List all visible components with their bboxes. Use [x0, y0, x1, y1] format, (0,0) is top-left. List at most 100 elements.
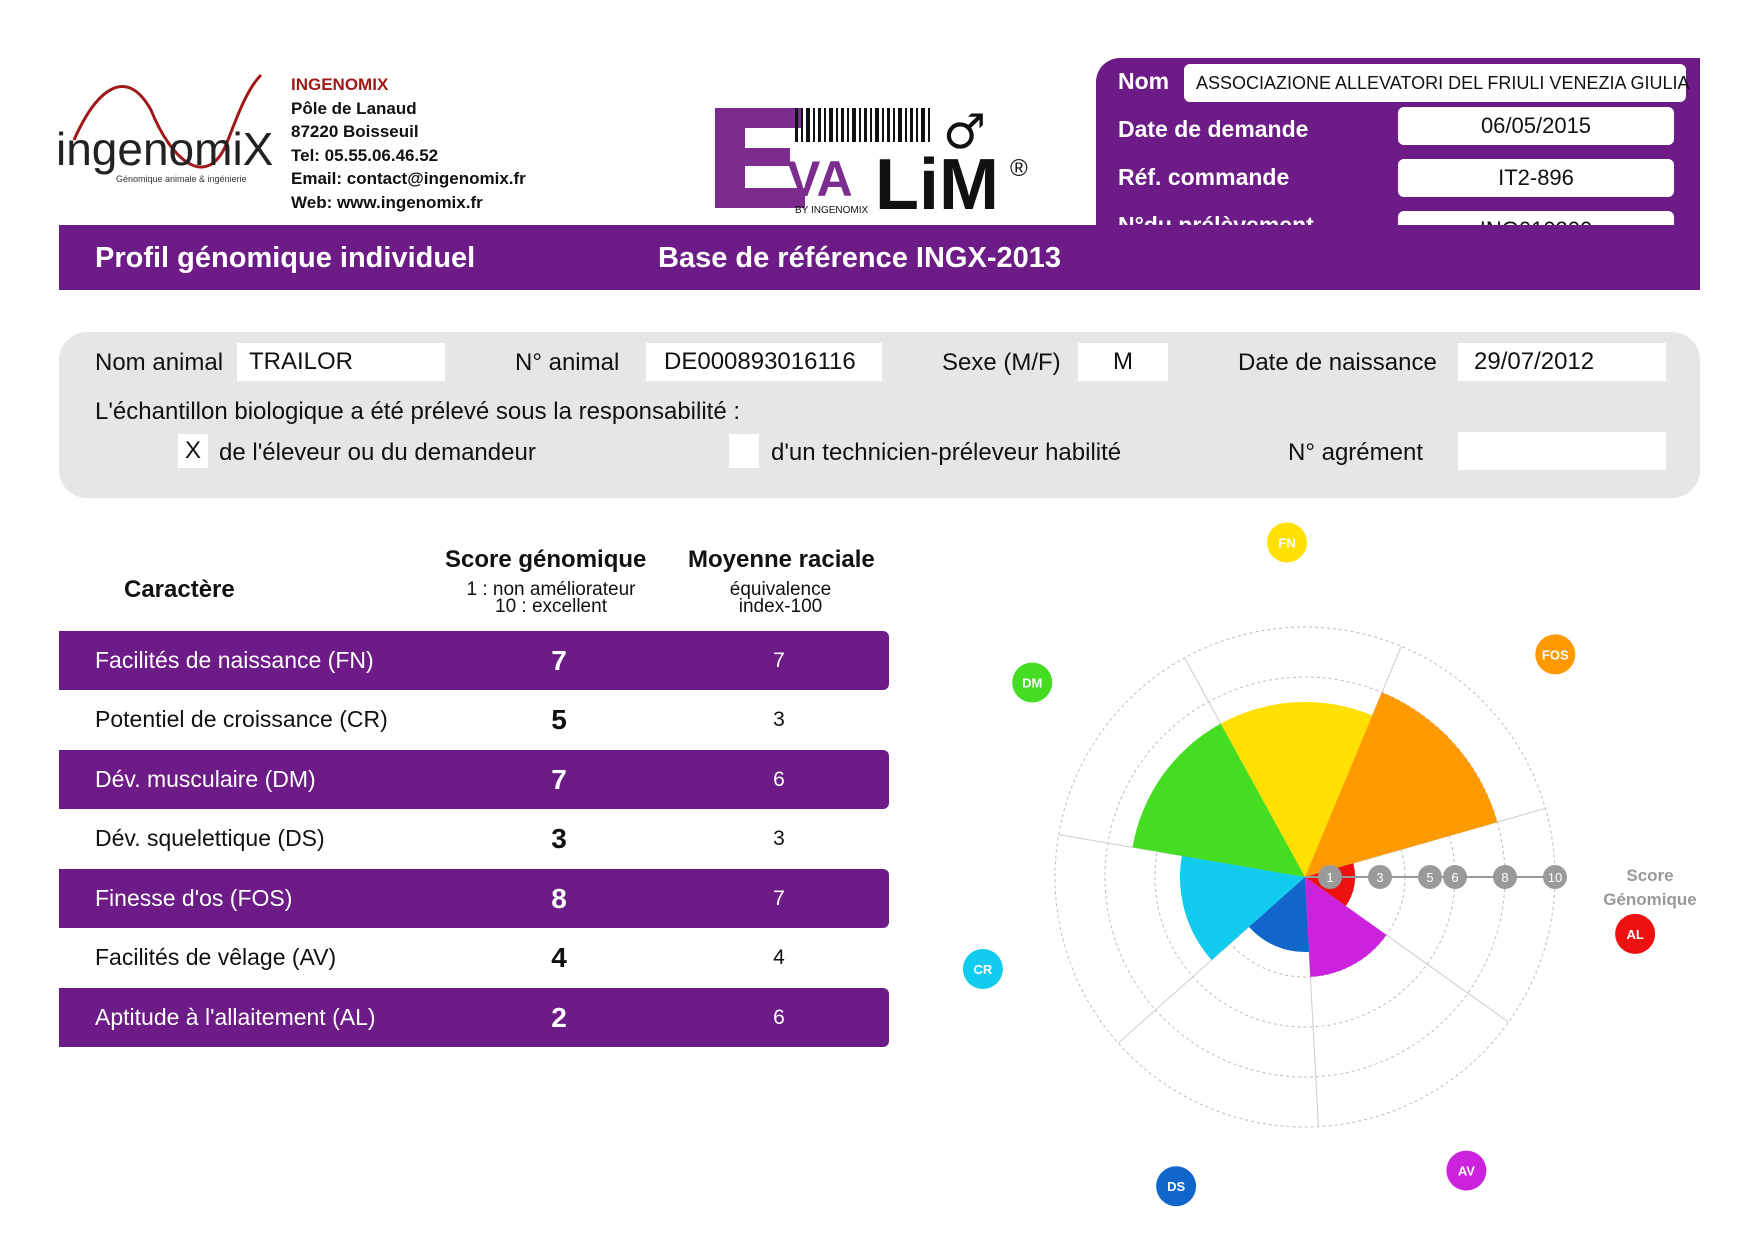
row-score: 5: [551, 704, 567, 735]
col-caractere-header: Caractère: [124, 576, 235, 603]
nom-label: Nom: [1118, 68, 1170, 94]
sexe-label: Sexe (M/F): [942, 349, 1061, 376]
row-label: Potentiel de croissance (CR): [95, 706, 388, 732]
sector-label-bubble-fos: [1535, 634, 1576, 675]
ref-commande-field: IT2-896: [1398, 159, 1674, 197]
table-row-av: Facilités de vêlage (AV) 4 4: [59, 928, 889, 987]
row-label: Aptitude à l'allaitement (AL): [95, 1004, 376, 1030]
sector-label-al: AL: [1626, 927, 1643, 942]
sector-label-bubble-av: [1446, 1150, 1487, 1191]
numero-animal-field: DE000893016116: [646, 343, 882, 381]
row-average: 6: [773, 1006, 785, 1029]
page-title: Profil génomique individuel: [95, 242, 476, 274]
sexe-field: M: [1078, 343, 1168, 381]
sector-label-fos: FOS: [1542, 647, 1569, 662]
sector-ds: [1248, 877, 1310, 952]
axis-title-line-2: Génomique: [1603, 890, 1697, 909]
col-moyenne-subheader: équivalence index-100: [688, 579, 873, 616]
row-score: 8: [551, 883, 567, 914]
company-name: INGENOMIX: [291, 75, 389, 94]
row-score: 3: [551, 823, 567, 854]
row-score: 4: [551, 942, 567, 973]
axis-tick-marker: [1418, 865, 1442, 889]
row-score: 7: [551, 645, 567, 676]
sector-label-ds: DS: [1167, 1179, 1185, 1194]
date-demande-label: Date de demande: [1118, 116, 1309, 142]
row-average: 3: [773, 827, 785, 850]
date-demande-field: 06/05/2015: [1398, 107, 1674, 145]
axis-tick-label: 8: [1501, 870, 1508, 885]
col-moyenne-sub-1: équivalence: [729, 579, 832, 600]
sector-cr: [1180, 855, 1305, 961]
company-address-2: 87220 Boisseuil: [291, 122, 419, 141]
logo-tagline: Génomique animale & ingénierie: [116, 174, 247, 184]
sector-av: [1305, 877, 1387, 977]
sector-label-fn: FN: [1278, 535, 1295, 550]
row-label: Finesse d'os (FOS): [95, 885, 293, 911]
axis-tick-marker: [1368, 865, 1392, 889]
company-info: INGENOMIX Pôle de Lanaud 87220 Boisseuil…: [291, 73, 526, 214]
svg-text:VA: VA: [787, 151, 853, 207]
sector-fn: [1220, 702, 1373, 877]
nom-field: ASSOCIAZIONE ALLEVATORI DEL FRIULI VENEZ…: [1184, 64, 1689, 102]
genomic-score-chart: FN FOS AL AV DS CR DM 1 3 5 6 8 10 Score Génomique: [940, 520, 1740, 1220]
sector-label-bubble-ds: [1156, 1166, 1197, 1207]
row-average: 7: [773, 887, 785, 910]
axis-tick-label: 1: [1326, 870, 1333, 885]
row-average: 7: [773, 649, 785, 672]
sector-label-av: AV: [1458, 1164, 1475, 1179]
company-tel: Tel: 05.55.06.46.52: [291, 145, 439, 165]
title-bar: [59, 225, 1700, 290]
sector-label-bubble-fn: [1266, 522, 1307, 563]
nom-animal-field: TRAILOR: [237, 343, 445, 381]
company-address-1: Pôle de Lanaud: [291, 98, 417, 118]
ref-commande-label: Réf. commande: [1118, 164, 1290, 190]
col-moyenne-header: Moyenne raciale: [688, 546, 875, 573]
technicien-option-label: d'un technicien-préleveur habilité: [771, 439, 1122, 466]
polar-area-chart: FN FOS AL AV DS CR DM 1 3 5 6 8 10 Score Génomique: [962, 522, 1697, 1207]
nom-animal-label: Nom animal: [95, 349, 224, 376]
company-email: Email: contact@ingenomix.fr: [291, 169, 526, 188]
grid-spoke: [1117, 876, 1306, 1044]
barcode-icon: [795, 108, 930, 142]
axis-tick-label: 10: [1548, 870, 1562, 885]
table-row-cr: Potentiel de croissance (CR) 5 3: [59, 690, 889, 749]
axis-tick-label: 3: [1376, 870, 1383, 885]
axis-title-line-1: Score: [1626, 866, 1673, 885]
row-average: 3: [773, 708, 785, 731]
col-score-sub-2: 10 : excellent: [495, 596, 607, 617]
naissance-label: Date de naissance: [1238, 349, 1437, 376]
logo-wordmark: ingenomiX: [56, 123, 273, 175]
sector-fos: [1305, 692, 1498, 877]
col-score-subheader: 1 : non améliorateur 10 : excellent: [445, 579, 657, 617]
evalim-logo: VA LiM BY INGENOMIX ♂ ®: [715, 96, 1040, 225]
sector-dm: [1132, 723, 1305, 877]
table-row-fn: Facilités de naissance (FN) 7 7: [59, 631, 889, 690]
sector-label-bubble-cr: [962, 949, 1003, 990]
ingenomix-logo: ingenomiX Génomique animale & ingénierie: [56, 70, 276, 210]
table-row-ds: Dév. squelettique (DS) 3 3: [59, 809, 889, 868]
col-score-sub-1: 1 : non améliorateur: [466, 579, 636, 600]
row-score: 2: [551, 1002, 567, 1033]
company-web: Web: www.ingenomix.fr: [291, 192, 483, 212]
male-symbol-icon: ♂: [943, 104, 986, 160]
eleveur-checkbox[interactable]: X: [178, 434, 208, 468]
axis-tick-marker: [1543, 865, 1567, 889]
sector-label-cr: CR: [973, 962, 992, 977]
axis-tick-marker: [1318, 865, 1342, 889]
axis-tick-marker: [1443, 865, 1467, 889]
sector-label-bubble-dm: [1012, 662, 1053, 703]
col-score-header: Score génomique: [445, 546, 647, 573]
row-label: Facilités de naissance (FN): [95, 647, 374, 673]
row-average: 4: [773, 946, 785, 969]
agrement-field: [1458, 432, 1666, 470]
row-average: 6: [773, 768, 785, 791]
responsabilite-text: L'échantillon biologique a été prélevé s…: [95, 398, 741, 425]
registered-icon: ®: [1010, 155, 1028, 182]
technicien-checkbox[interactable]: [729, 434, 759, 468]
axis-tick-marker: [1493, 865, 1517, 889]
sector-label-dm: DM: [1022, 676, 1042, 691]
axis-tick-label: 6: [1451, 870, 1458, 885]
naissance-field: 29/07/2012: [1458, 343, 1666, 381]
table-row-al: Aptitude à l'allaitement (AL) 2 6: [59, 988, 889, 1047]
